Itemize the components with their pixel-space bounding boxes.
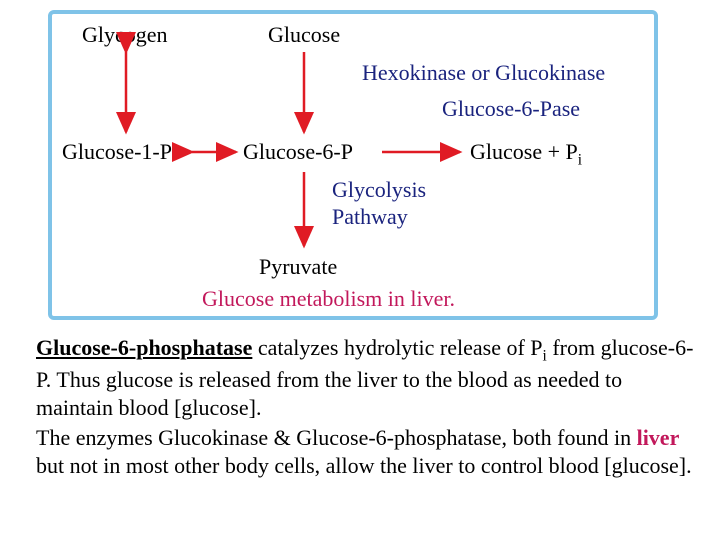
- diagram-caption: Glucose metabolism in liver.: [202, 286, 455, 312]
- node-glucose-pi-text: Glucose + P: [470, 139, 578, 164]
- p1-text-b: catalyzes hydrolytic release of P: [252, 335, 542, 360]
- node-glucose: Glucose: [268, 22, 340, 48]
- node-pyruvate: Pyruvate: [259, 254, 337, 280]
- node-g6p: Glucose-6-P: [243, 139, 353, 165]
- node-glycogen: Glycogen: [82, 22, 168, 48]
- label-hexokinase: Hexokinase or Glucokinase: [362, 60, 605, 86]
- paragraph-1: Glucose-6-phosphatase catalyzes hydrolyt…: [36, 334, 696, 422]
- p1-term: Glucose-6-phosphatase: [36, 335, 252, 360]
- p2-text-a: The enzymes Glucokinase & Glucose-6-phos…: [36, 425, 637, 450]
- node-glucose-pi: Glucose + Pi: [470, 139, 582, 169]
- label-g6pase: Glucose-6-Pase: [442, 96, 580, 122]
- node-glucose-pi-sub: i: [578, 151, 582, 168]
- p2-liver: liver: [637, 425, 680, 450]
- label-glycolysis-1: Glycolysis: [332, 177, 426, 203]
- p2-text-b: but not in most other body cells, allow …: [36, 453, 692, 478]
- node-g1p: Glucose-1-P: [62, 139, 172, 165]
- diagram-border: Glycogen Glucose Glucose-1-P Glucose-6-P…: [48, 10, 658, 320]
- label-glycolysis-2: Pathway: [332, 204, 408, 230]
- paragraph-2: The enzymes Glucokinase & Glucose-6-phos…: [36, 424, 696, 480]
